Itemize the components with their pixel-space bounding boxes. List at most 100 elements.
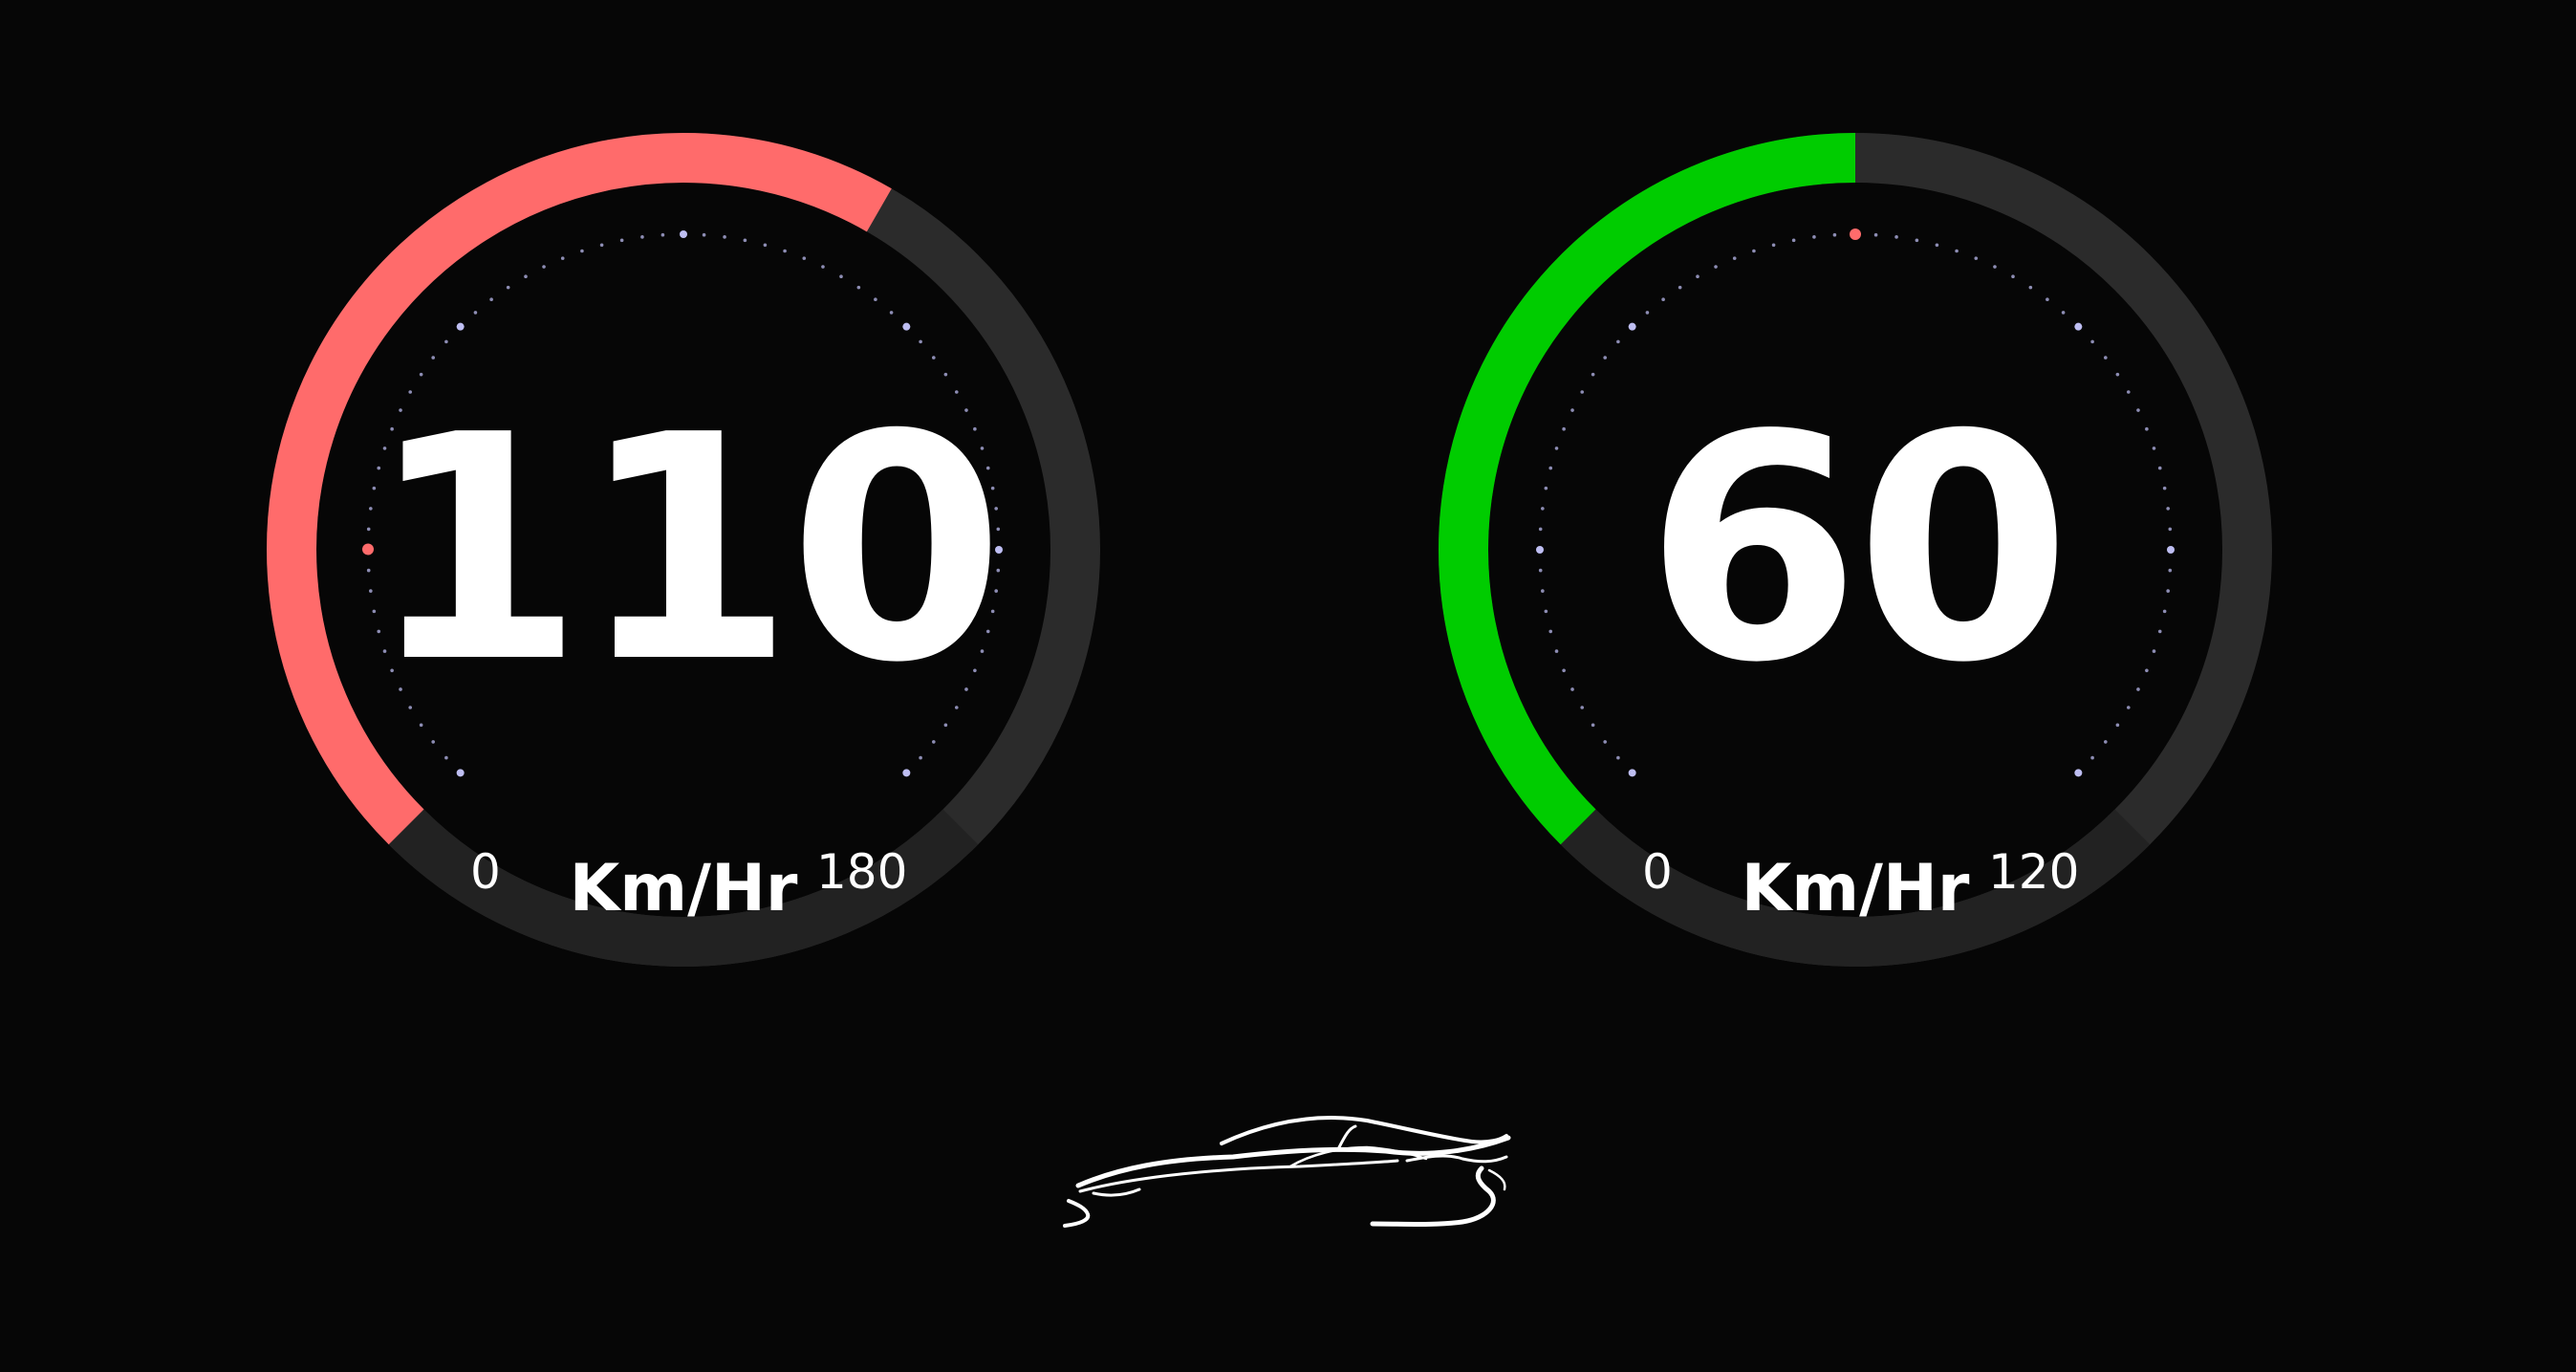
gauge-minor-tick [2168,568,2173,573]
gauge-minor-tick [2152,446,2156,450]
gauge-minor-tick [473,311,478,315]
gauge-minor-tick [1570,408,1574,412]
gauge-minor-tick [2152,649,2156,653]
gauge-minor-tick [1645,311,1650,315]
gauge-minor-tick [2136,408,2140,412]
gauge-minor-tick [1603,356,1607,359]
gauge-minor-tick [1974,256,1979,260]
gauge-minor-tick [1548,629,1553,634]
gauge-minor-tick [2166,589,2170,593]
speed-gauge-ring [267,133,1100,967]
gauge-minor-tick [377,466,381,470]
gauge-minor-tick [932,740,936,744]
gauge-minor-tick [723,235,726,239]
gauge-minor-tick [1548,466,1553,470]
gauge-minor-tick [1696,274,1699,279]
gauge-fill-arc [1439,133,1856,845]
gauge-minor-tick [372,486,377,490]
gauge-minor-tick [444,339,448,344]
limit-value: 60 [1644,368,2071,730]
gauge-minor-tick [985,466,990,470]
gauge-minor-tick [1915,238,1919,243]
gauge-minor-tick [2090,339,2094,344]
gauge-minor-tick [560,256,565,260]
speed-value: 110 [367,368,1005,730]
gauge-minor-tick [1544,486,1548,490]
gauge-minor-tick [973,668,977,673]
gauge-minor-tick [640,235,644,239]
gauge-minor-tick [431,356,435,359]
gauge-minor-tick [506,285,510,290]
gauge-minor-tick [943,723,948,728]
speed-unit-label: Km/Hr [569,851,798,926]
gauge-minor-tick [1714,265,1718,269]
gauge-minor-tick [1771,243,1776,248]
limit-gauge-ring [1439,133,2272,967]
limit-unit-label: Km/Hr [1741,851,1970,926]
gauge-minor-tick [382,446,387,450]
gauge-minor-tick [996,527,1001,532]
gauge-minor-tick [1832,232,1837,237]
gauge-minor-tick [943,372,948,377]
gauge-minor-tick [1955,249,1959,253]
gauge-minor-tick [1554,649,1559,653]
gauge-minor-tick [932,356,936,359]
gauge-minor-tick [1591,723,1595,728]
gauge-minor-tick [524,274,528,279]
gauge-major-tick [680,230,687,238]
limit-min-label: 0 [1642,844,1673,900]
car-silhouette-icon [1063,1116,1511,1228]
gauge-minor-tick [1541,589,1545,593]
gauge-major-tick [995,546,1003,554]
gauge-minor-tick [994,507,998,511]
gauge-minor-tick [802,256,807,260]
gauge-minor-tick [1732,256,1737,260]
gauge-minor-tick [839,274,843,279]
speed-min-label: 0 [470,844,501,900]
gauge-minor-tick [702,232,706,237]
gauge-minor-tick [1616,339,1620,344]
gauge-minor-tick [990,486,995,490]
gauge-minor-tick [542,265,546,269]
gauge-minor-tick [1752,249,1756,253]
gauge-minor-tick [1616,755,1620,760]
gauge-minor-tick [2168,527,2173,532]
gauge-major-tick [902,769,911,777]
gauge-minor-tick [919,339,922,344]
gauge-minor-tick [1791,238,1796,243]
gauge-minor-tick [390,426,394,431]
gauge-minor-tick [2115,723,2120,728]
limit-gauge: 60 0 120 Km/Hr [1430,124,2281,975]
gauge-minor-tick [985,629,990,634]
gauge-minor-tick [856,285,861,290]
gauge-minor-tick [1812,235,1816,239]
gauge-minor-tick [408,390,413,394]
gauge-minor-tick [1580,706,1585,709]
gauge-position-marker [1850,229,1861,240]
gauge-major-tick [2074,322,2083,331]
gauge-minor-tick [763,243,768,248]
gauge-minor-tick [743,238,747,243]
gauge-minor-tick [372,609,377,614]
gauge-major-tick [2167,546,2175,554]
gauge-minor-tick [1538,568,1543,573]
gauge-minor-tick [377,629,381,634]
gauge-minor-tick [369,507,373,511]
gauge-minor-tick [980,649,985,653]
gauge-minor-tick [1538,527,1543,532]
gauge-minor-tick [919,755,922,760]
gauge-minor-tick [369,589,373,593]
gauge-minor-tick [1562,668,1566,673]
gauge-minor-tick [874,297,877,301]
gauge-major-tick [1536,546,1544,554]
gauge-minor-tick [2157,629,2162,634]
gauge-major-tick [2074,769,2083,777]
gauge-minor-tick [1580,390,1585,394]
gauge-minor-tick [399,408,402,412]
gauge-minor-tick [382,649,387,653]
gauge-minor-tick [366,527,371,532]
gauge-major-tick [1628,769,1636,777]
gauge-minor-tick [996,568,1001,573]
speed-max-label: 180 [816,844,908,900]
speed-gauge: 110 0 180 Km/Hr [258,124,1109,975]
